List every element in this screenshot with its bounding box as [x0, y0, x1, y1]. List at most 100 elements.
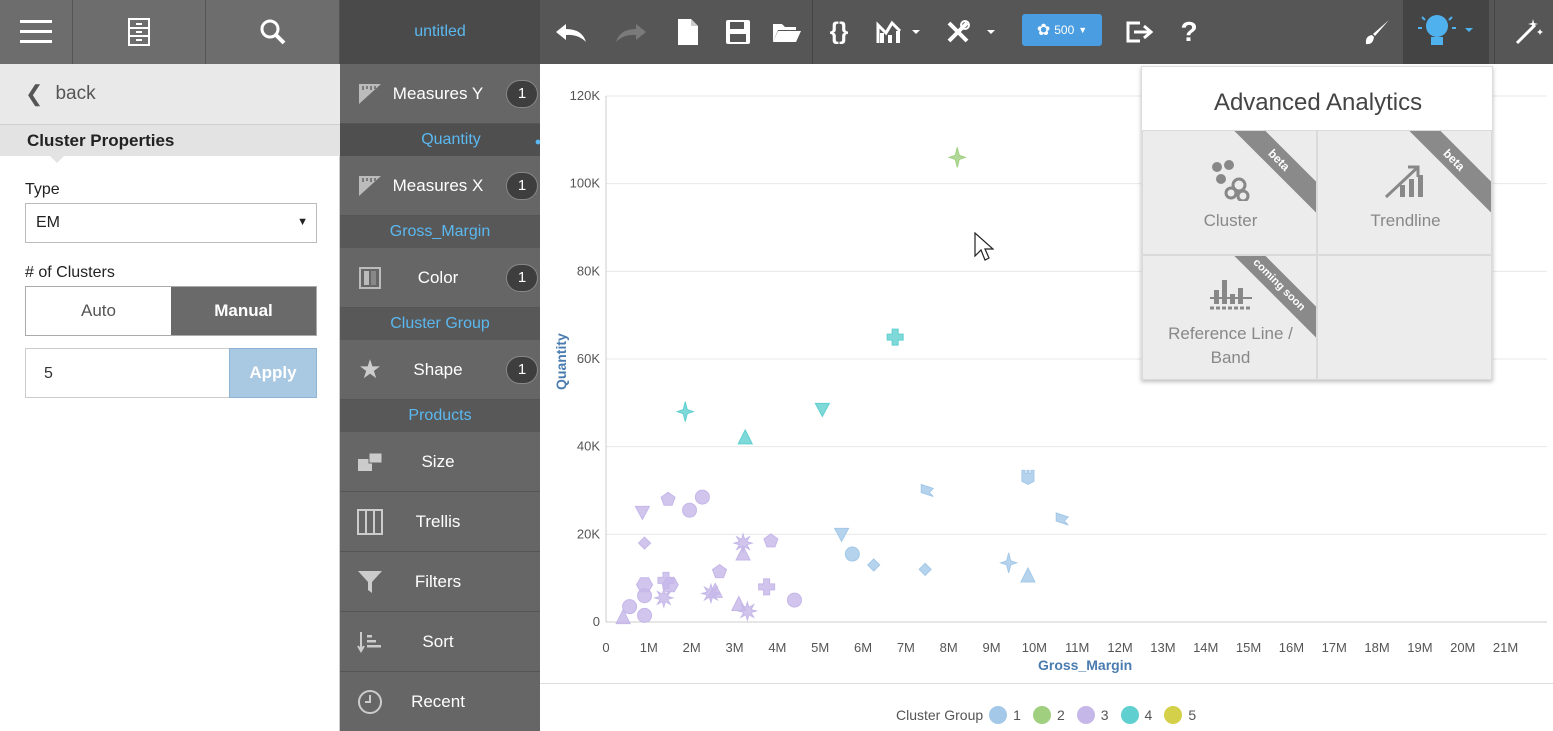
field-cluster-group[interactable]: Cluster Group — [340, 308, 540, 340]
legend-label[interactable]: 1 — [1013, 707, 1021, 723]
ruler-icon — [356, 80, 384, 108]
back-label: back — [55, 83, 96, 104]
search-button[interactable] — [206, 0, 340, 64]
back-button[interactable]: ❮ back — [0, 64, 340, 124]
shelf-panel: Measures Y 1 Quantity Measures X 1 Gross… — [340, 64, 562, 731]
reference-line-tile[interactable]: coming soon Reference Line / Band — [1142, 255, 1317, 380]
files-button[interactable] — [73, 0, 206, 64]
save-button[interactable] — [720, 14, 756, 50]
script-button[interactable]: {} — [821, 14, 857, 50]
help-button[interactable]: ? — [1171, 14, 1207, 50]
clusters-label: # of Clusters — [25, 264, 115, 281]
document-title[interactable]: untitled — [340, 0, 540, 64]
chart-type-button[interactable] — [873, 14, 923, 50]
legend-swatch[interactable] — [1032, 706, 1051, 724]
x-tick-label: 5M — [811, 640, 829, 655]
data-point — [844, 546, 860, 562]
export-button[interactable] — [1121, 14, 1157, 50]
filter-icon — [356, 568, 384, 596]
type-value: EM — [36, 214, 60, 231]
menu-button[interactable] — [0, 0, 73, 64]
search-icon — [260, 19, 285, 45]
tools-button[interactable] — [945, 14, 995, 50]
field-gross-margin[interactable]: Gross_Margin — [340, 216, 540, 248]
shape-shelf[interactable]: ★ Shape 1 — [340, 340, 540, 400]
legend-swatch[interactable] — [1120, 706, 1139, 724]
data-point — [736, 600, 759, 622]
color-shelf[interactable]: Color 1 — [340, 248, 540, 308]
legend-swatch[interactable] — [989, 706, 1008, 724]
data-point — [886, 328, 904, 346]
undo-button[interactable] — [553, 14, 589, 50]
open-folder-button[interactable] — [769, 14, 805, 50]
data-point — [786, 592, 802, 608]
y-tick-label: 100K — [570, 176, 601, 191]
x-tick-label: 1M — [640, 640, 658, 655]
analytics-button[interactable] — [1403, 0, 1489, 64]
cluster-tile[interactable]: beta Cluster — [1142, 130, 1317, 255]
redo-button[interactable] — [613, 14, 649, 50]
apply-button[interactable]: Apply — [229, 348, 317, 398]
clock-icon — [356, 688, 384, 716]
data-point — [1021, 469, 1035, 485]
sort-icon — [356, 628, 384, 656]
top-toolbar: untitled {} ✿ 500 ▼ ? — [0, 0, 1553, 64]
shelf-label: Measures Y — [392, 83, 484, 103]
x-tick-label: 19M — [1407, 640, 1432, 655]
trellis-shelf[interactable]: Trellis — [340, 492, 540, 552]
chevron-down-icon: ▼ — [1078, 25, 1088, 35]
file-cabinet-icon — [128, 18, 150, 46]
mouse-cursor-icon — [974, 232, 994, 261]
x-tick-label: 8M — [940, 640, 958, 655]
field-products[interactable]: Products — [340, 400, 540, 432]
type-select[interactable]: EM ▼ — [25, 203, 317, 243]
measures-x-shelf[interactable]: Measures X 1 — [340, 156, 540, 216]
data-point — [867, 558, 881, 572]
clusters-input[interactable]: 5 — [25, 348, 230, 398]
new-document-button[interactable] — [670, 14, 706, 50]
x-tick-label: 15M — [1236, 640, 1261, 655]
cluster-properties-panel: ❮ back Cluster Properties Type EM ▼ # of… — [0, 64, 340, 731]
recent-shelf[interactable]: Recent — [340, 672, 540, 731]
points-badge[interactable]: ✿ 500 ▼ — [1022, 14, 1102, 46]
legend-label[interactable]: 5 — [1188, 707, 1197, 723]
format-button[interactable] — [1359, 14, 1395, 50]
tools-icon — [947, 20, 995, 43]
y-axis-title: Quantity — [553, 333, 569, 390]
x-tick-label: 16M — [1279, 640, 1304, 655]
star-icon: ★ — [358, 354, 382, 384]
data-point — [947, 147, 967, 168]
size-shelf[interactable]: Size — [340, 432, 540, 492]
auto-option[interactable]: Auto — [26, 287, 171, 335]
data-point — [661, 577, 679, 593]
manual-option[interactable]: Manual — [171, 287, 316, 335]
legend-label[interactable]: 2 — [1056, 707, 1065, 723]
shelf-label: Shape — [413, 359, 463, 379]
legend-label[interactable]: 3 — [1100, 707, 1109, 723]
magic-button[interactable] — [1510, 14, 1546, 50]
data-point — [637, 607, 653, 623]
trendline-tile[interactable]: beta Trendline — [1317, 130, 1492, 255]
field-label: Quantity — [421, 131, 481, 148]
sign-out-icon — [1126, 21, 1154, 43]
redo-icon — [616, 24, 646, 42]
award-icon: ✿ — [1036, 22, 1051, 39]
measures-y-shelf[interactable]: Measures Y 1 — [340, 64, 540, 124]
paintbrush-icon — [1365, 20, 1389, 45]
legend-swatch[interactable] — [1076, 706, 1095, 724]
field-quantity[interactable]: Quantity — [340, 124, 562, 156]
x-tick-label: 7M — [897, 640, 915, 655]
tile-label-line2: Band — [1210, 348, 1251, 367]
legend-swatch[interactable] — [1164, 706, 1183, 724]
data-point — [1020, 566, 1036, 583]
ruler-icon — [356, 172, 384, 200]
filters-shelf[interactable]: Filters — [340, 552, 540, 612]
section-title: Cluster Properties — [0, 124, 340, 163]
x-tick-label: 10M — [1022, 640, 1047, 655]
shelf-label: Trellis — [415, 511, 461, 531]
shelf-label: Measures X — [392, 175, 484, 195]
shelf-count: 1 — [506, 355, 538, 384]
scatter-plot[interactable]: 0 20K 40K 60K 80K 100K 120K 0 1M 2M 3M 4M 5M 6M 7M 8M 9M… — [540, 64, 1553, 731]
legend-label[interactable]: 4 — [1144, 707, 1153, 723]
sort-shelf[interactable]: Sort — [340, 612, 540, 672]
